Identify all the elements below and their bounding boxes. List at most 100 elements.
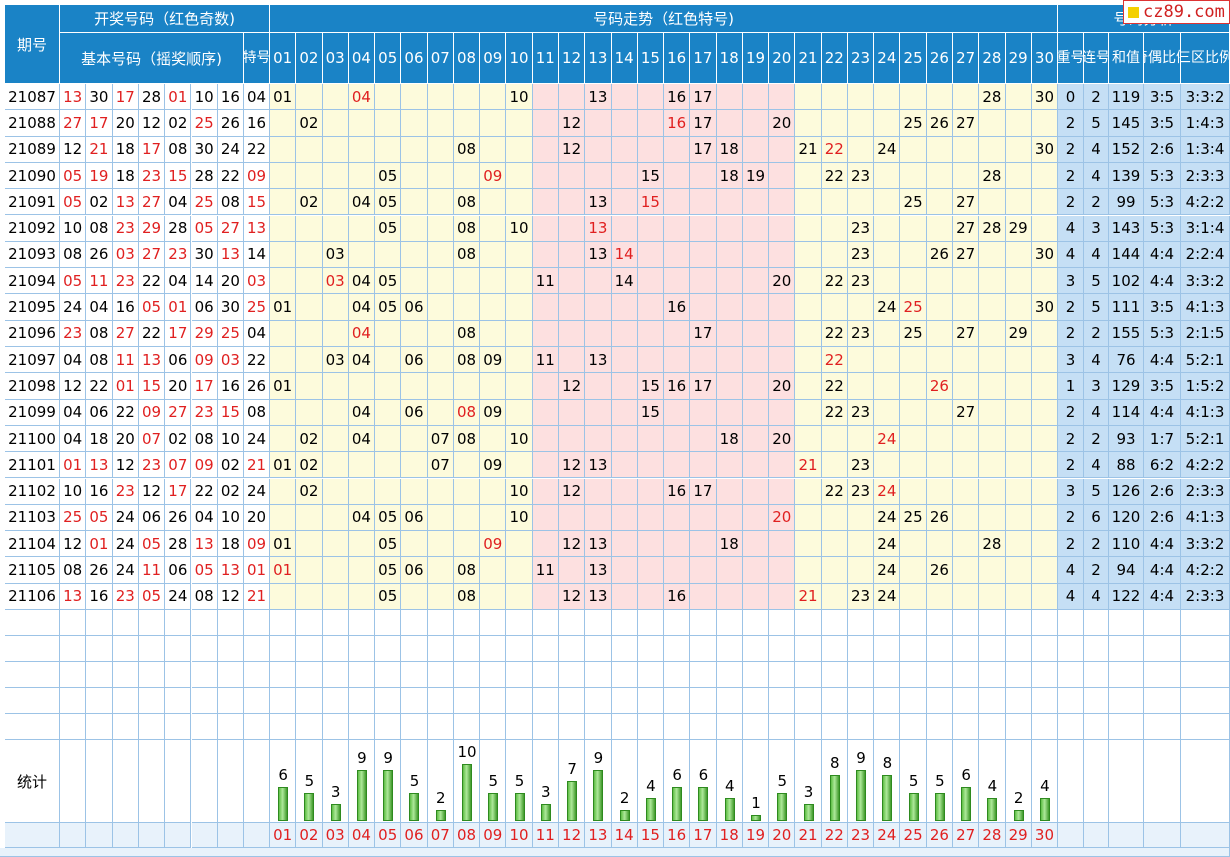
- analysis-sum: 120: [1109, 504, 1144, 532]
- empty-cell: [821, 688, 848, 714]
- trend-cell-12: [558, 241, 586, 269]
- basic-number: 01: [60, 452, 87, 479]
- trend-cell-24: [874, 320, 901, 347]
- trend-cell-14: [611, 347, 638, 374]
- trend-cell-08: 08: [453, 215, 481, 242]
- analysis-consec: 4: [1084, 162, 1109, 190]
- stats-count-30: 4: [1040, 777, 1050, 796]
- stats-count-13: 9: [593, 748, 604, 767]
- empty-cell: [532, 688, 559, 714]
- trend-cell-15: [637, 504, 665, 532]
- trend-cell-21: 21: [795, 583, 822, 610]
- special-number: 01: [244, 557, 270, 584]
- special-number: 09: [244, 531, 270, 558]
- trend-cell-12: [558, 347, 586, 374]
- analysis-sum: 111: [1109, 294, 1144, 321]
- header-number-16: 16: [664, 33, 691, 84]
- bottom-empty-cell: [1058, 823, 1084, 848]
- trend-cell-16: [664, 268, 691, 295]
- analysis-repeat: 4: [1058, 557, 1084, 584]
- trend-cell-07: [427, 84, 454, 111]
- basic-number: 23: [112, 268, 139, 295]
- trend-cell-16: [664, 399, 691, 426]
- analysis-repeat: 2: [1058, 110, 1084, 137]
- row-period: 21095: [5, 294, 60, 321]
- trend-cell-21: [795, 162, 822, 190]
- stats-bar-20: [777, 792, 788, 821]
- footer-strip: [0, 848, 1230, 857]
- basic-number: 22: [112, 399, 139, 426]
- trend-cell-21: [795, 425, 822, 453]
- trend-cell-17: [690, 162, 717, 190]
- empty-cell: [348, 688, 376, 714]
- basic-number: 06: [86, 399, 113, 426]
- trend-cell-22: 22: [821, 162, 848, 190]
- trend-cell-13: [585, 320, 612, 347]
- empty-cell: [716, 714, 743, 740]
- trend-cell-01: [270, 399, 297, 426]
- analysis-oddeven: 2:6: [1144, 478, 1181, 505]
- trend-cell-13: [585, 268, 612, 295]
- empty-cell: [86, 714, 113, 740]
- trend-cell-01: [270, 162, 297, 190]
- trend-cell-04: [348, 557, 376, 584]
- trend-cell-27: 27: [953, 189, 980, 216]
- trend-cell-29: [1005, 110, 1032, 137]
- basic-number: 06: [165, 347, 192, 374]
- trend-cell-23: [847, 294, 875, 321]
- analysis-sum: 93: [1109, 425, 1144, 453]
- stats-bar-30: [1039, 798, 1050, 821]
- trend-cell-11: [532, 504, 559, 532]
- trend-cell-05: 05: [375, 215, 402, 242]
- empty-cell: [453, 688, 481, 714]
- basic-number: 09: [191, 452, 218, 479]
- analysis-sum: 144: [1109, 241, 1144, 269]
- trend-cell-24: 24: [874, 478, 901, 505]
- basic-number: 22: [138, 320, 166, 347]
- analysis-oddeven: 5:3: [1144, 215, 1181, 242]
- trend-cell-07: [427, 162, 454, 190]
- row-period: 21098: [5, 373, 60, 400]
- trend-cell-14: [611, 557, 638, 584]
- empty-cell: [874, 610, 901, 636]
- trend-cell-13: 13: [585, 557, 612, 584]
- empty-cell: [795, 662, 822, 688]
- analysis-sum: 110: [1109, 531, 1144, 558]
- empty-cell: [506, 636, 533, 662]
- trend-cell-17: [690, 241, 717, 269]
- trend-cell-09: [480, 268, 507, 295]
- basic-number: 25: [60, 504, 87, 532]
- trend-cell-21: [795, 110, 822, 137]
- analysis-repeat: 2: [1058, 136, 1084, 163]
- trend-cell-17: 17: [690, 136, 717, 163]
- bottom-number-19: 19: [742, 823, 770, 848]
- bottom-empty-cell: [244, 823, 270, 848]
- analysis-sum: 88: [1109, 452, 1144, 479]
- basic-number: 08: [60, 557, 87, 584]
- site-logo[interactable]: cz89.com: [1123, 0, 1230, 24]
- empty-cell: [821, 636, 848, 662]
- basic-number: 28: [165, 531, 192, 558]
- trend-cell-06: [401, 373, 428, 400]
- trend-cell-22: 22: [821, 399, 848, 426]
- stats-count-05: 9: [383, 748, 393, 767]
- stats-bar-29: [1013, 809, 1024, 821]
- trend-cell-19: [742, 268, 770, 295]
- basic-number: 05: [191, 215, 218, 242]
- basic-number: 20: [165, 373, 192, 400]
- trend-cell-11: [532, 583, 559, 610]
- trend-cell-10: [506, 110, 533, 137]
- trend-cell-20: [769, 531, 796, 558]
- stats-count-17: 6: [698, 765, 709, 784]
- trend-cell-13: [585, 110, 612, 137]
- trend-cell-15: [637, 320, 665, 347]
- trend-cell-21: [795, 84, 822, 111]
- basic-number: 22: [138, 268, 166, 295]
- trend-cell-17: 17: [690, 373, 717, 400]
- basic-number: 16: [86, 583, 113, 610]
- trend-cell-09: [480, 557, 507, 584]
- trend-cell-25: [900, 241, 927, 269]
- empty-cell: [874, 714, 901, 740]
- header-number-28: 28: [979, 33, 1006, 84]
- analysis-zones: 3:3:2: [1181, 268, 1230, 295]
